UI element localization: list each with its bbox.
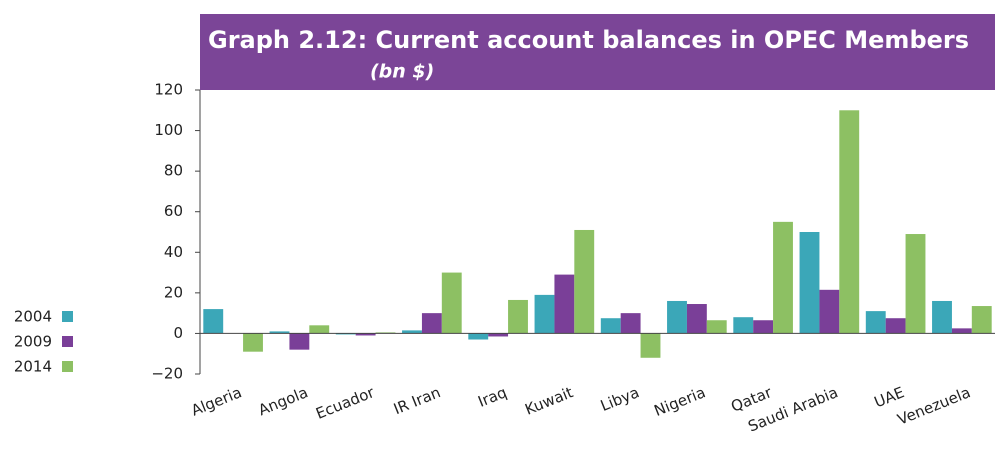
bar [269,331,290,334]
x-tick-label: Iraq [475,383,509,411]
bar [488,333,509,337]
bar [508,299,528,334]
y-tick-label: 120 [154,81,183,99]
bar [640,333,661,358]
y-tick-label: −20 [151,365,183,383]
bar [468,333,489,340]
bar [309,325,330,334]
bar [375,332,396,334]
x-tick-label: Kuwait [522,383,575,419]
chart-title: Graph 2.12: Current account balances in … [208,26,969,54]
x-tick-label: Angola [256,383,311,419]
y-tick-label: 100 [154,121,183,139]
bar [753,320,774,334]
x-tick-label: Nigeria [652,383,709,420]
bar [667,300,687,334]
x-tick-label: Ecuador [313,383,377,423]
bar [839,110,860,334]
chart-subtitle: (bn $) [370,61,434,83]
bar [335,333,356,335]
bar [402,330,422,334]
title-banner [200,14,995,90]
bar [441,272,462,334]
legend-label: 2004 [14,308,52,326]
bar [686,304,707,334]
legend-swatch [62,311,73,322]
legend-swatch [62,361,73,372]
bar [706,320,727,334]
bar [574,229,595,334]
y-tick-label: 60 [164,202,183,220]
bar [799,232,820,334]
bar [600,318,621,334]
y-tick-label: 40 [164,243,183,261]
bar [733,317,754,334]
bar [773,221,793,334]
bar [932,300,952,334]
bar [905,234,926,334]
x-tick-label: Venezuela [895,383,973,429]
bar [971,306,992,334]
bar [534,294,555,334]
bar [289,333,310,350]
bar [355,333,376,336]
bar [620,313,641,334]
bar [865,311,886,334]
bar [819,289,840,334]
x-tick-label: UAE [872,383,907,411]
bar [554,274,575,334]
legend-label: 2009 [14,333,52,351]
legend-label: 2014 [14,358,52,376]
bar [203,309,224,334]
bar [885,318,906,334]
x-tick-label: Libya [598,383,642,415]
x-tick-label: IR Iran [391,383,443,418]
y-tick-label: 0 [173,324,183,342]
bar [951,328,972,334]
bar [421,313,442,334]
y-tick-label: 80 [164,162,183,180]
legend-swatch [62,336,73,347]
x-tick-label: Algeria [189,383,245,419]
bar [243,333,263,352]
y-tick-label: 20 [164,283,183,301]
